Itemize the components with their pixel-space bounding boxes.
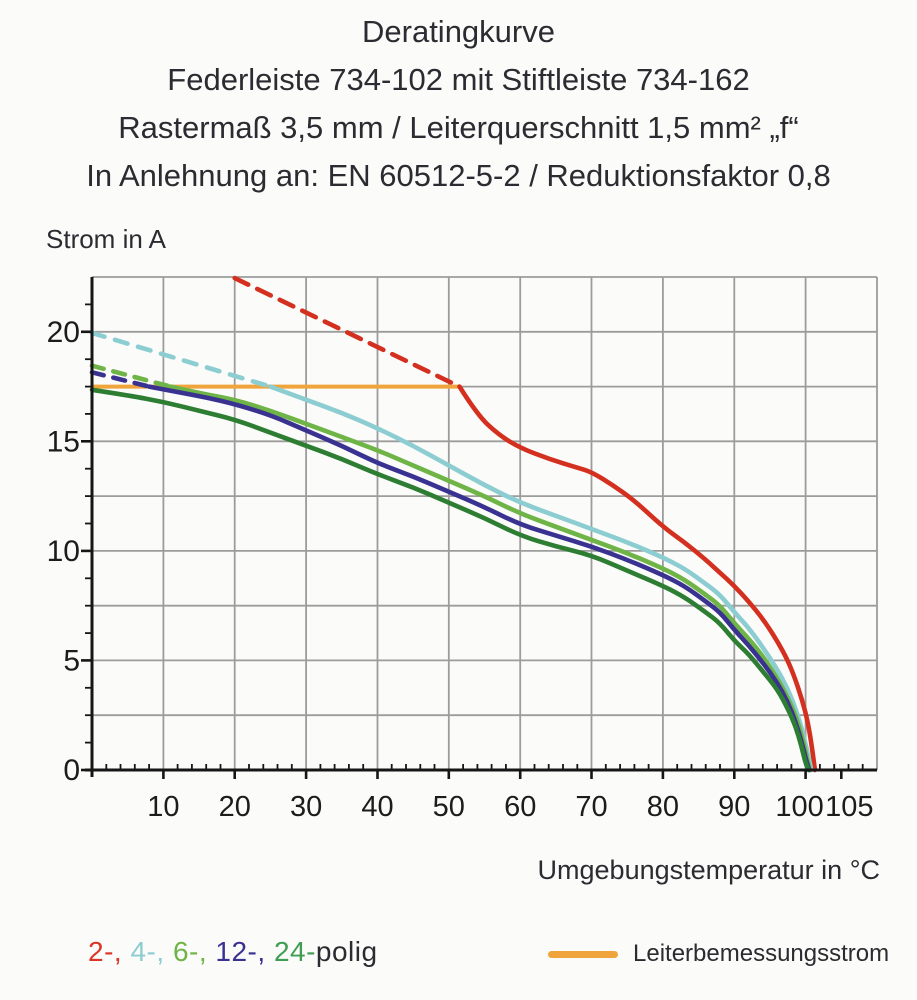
svg-text:70: 70 xyxy=(575,791,607,823)
svg-text:60: 60 xyxy=(504,791,536,823)
chart-canvas: 0 5 10 15 20 10 20 30 40 50 60 70 80 90 100 105 xyxy=(47,275,878,823)
legend-pole-suffix: polig xyxy=(315,936,378,967)
legend-pole-24: 24- xyxy=(273,936,316,967)
svg-text:0: 0 xyxy=(63,754,80,787)
legend-rated-current: Leiterbemessungsstrom xyxy=(548,940,889,968)
svg-text:100: 100 xyxy=(775,791,823,823)
svg-text:40: 40 xyxy=(361,791,393,823)
rated-current-label: Leiterbemessungsstrom xyxy=(633,940,890,967)
title-line-main: Deratingkurve xyxy=(362,14,555,49)
legend-pole-6: 6-, xyxy=(172,936,216,967)
legend-pole-12: 12-, xyxy=(215,936,274,967)
svg-text:50: 50 xyxy=(433,791,465,823)
rated-current-line-swatch xyxy=(548,950,618,958)
svg-text:90: 90 xyxy=(718,791,750,823)
legend-pole-4: 4-, xyxy=(130,936,173,967)
title-line-spec: Rastermaß 3,5 mm / Leiterquerschnitt 1,5… xyxy=(118,110,799,145)
svg-text:5: 5 xyxy=(63,644,80,677)
x-axis-title: Umgebungstemperatur in °C xyxy=(537,855,880,885)
svg-text:10: 10 xyxy=(147,791,179,823)
svg-text:20: 20 xyxy=(219,791,251,823)
svg-text:80: 80 xyxy=(647,791,679,823)
y-axis-title: Strom in A xyxy=(46,224,166,254)
svg-text:15: 15 xyxy=(47,425,80,458)
title-line-standard: In Anlehnung an: EN 60512-5-2 / Reduktio… xyxy=(86,158,831,193)
chart-title-block: Deratingkurve Federleiste 734-102 mit St… xyxy=(0,8,917,200)
svg-text:20: 20 xyxy=(47,316,80,349)
legend-pole-counts: 2-, 4-, 6-, 12-, 24-polig xyxy=(88,936,378,968)
svg-text:30: 30 xyxy=(290,791,322,823)
title-line-parts: Federleiste 734-102 mit Stiftleiste 734-… xyxy=(167,62,750,97)
svg-text:10: 10 xyxy=(47,535,80,568)
legend-pole-2: 2-, xyxy=(88,936,131,967)
svg-text:105: 105 xyxy=(825,791,873,823)
